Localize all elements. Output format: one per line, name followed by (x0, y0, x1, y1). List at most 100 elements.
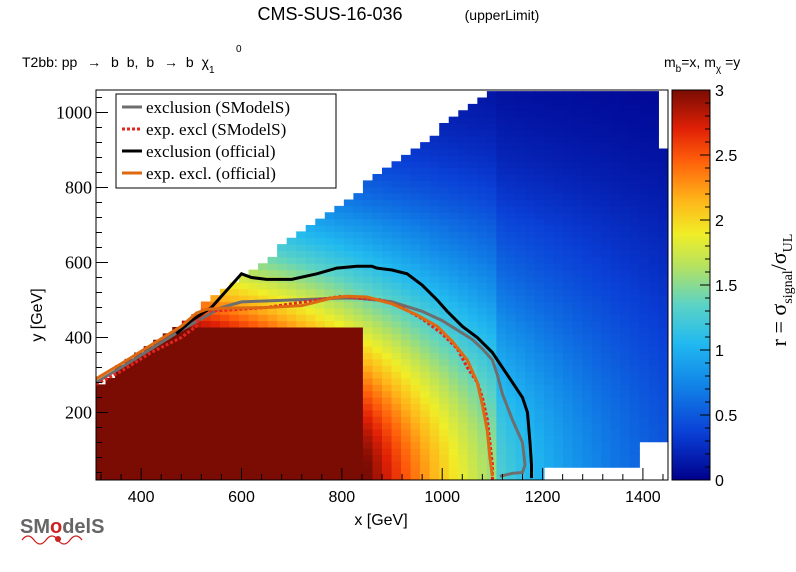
heatmap-cell (429, 218, 440, 226)
heatmap-cell (591, 429, 602, 436)
heatmap-cell (525, 237, 536, 245)
heatmap-cell (525, 116, 536, 124)
heatmap-cell (372, 174, 383, 181)
heatmap-cell (124, 441, 135, 449)
heatmap-cell (610, 205, 621, 213)
heatmap-cell (353, 460, 364, 468)
heatmap-cell (439, 460, 450, 468)
heatmap-cell (429, 148, 440, 156)
heatmap-cell (544, 91, 555, 99)
heatmap-cell (525, 365, 536, 373)
heatmap-cell (343, 365, 354, 373)
heatmap-cell (410, 327, 421, 334)
heatmap-cell (639, 263, 650, 271)
heatmap-cell (534, 435, 545, 443)
heatmap-cell (601, 429, 612, 436)
heatmap-cell (601, 250, 612, 258)
heatmap-cell (219, 365, 230, 373)
heatmap-cell (658, 339, 668, 347)
heatmap-cell (305, 314, 316, 322)
heatmap-cell (515, 282, 526, 290)
heatmap-cell (362, 467, 373, 475)
heatmap-cell (629, 397, 640, 405)
heatmap-cell (200, 352, 211, 360)
heatmap-cell (629, 371, 640, 379)
heatmap-cell (210, 448, 221, 456)
heatmap-cell (324, 282, 335, 290)
heatmap-cell (648, 103, 659, 111)
heatmap-cell (629, 97, 640, 105)
heatmap-cell (248, 429, 259, 436)
heatmap-cell (248, 454, 259, 462)
heatmap-cell (334, 327, 345, 334)
heatmap-cell (315, 218, 326, 226)
heatmap-cell (648, 358, 659, 366)
heatmap-cell (582, 358, 593, 366)
heatmap-cell (324, 416, 335, 424)
heatmap-cell (439, 295, 450, 303)
heatmap-cell (525, 333, 536, 341)
heatmap-cell (629, 116, 640, 124)
heatmap-cell (181, 327, 192, 334)
heatmap-cell (429, 307, 440, 315)
heatmap-cell (429, 473, 440, 480)
heatmap-cell (515, 371, 526, 379)
heatmap-cell (362, 186, 373, 194)
heatmap-cell (486, 371, 497, 379)
heatmap-cell (143, 403, 154, 411)
heatmap-cell (629, 390, 640, 398)
heatmap-cell (515, 422, 526, 430)
heatmap-cell (96, 460, 107, 468)
heatmap-cell (134, 467, 145, 475)
heatmap-cell (324, 435, 335, 443)
heatmap-cell (591, 454, 602, 462)
heatmap-cell (448, 250, 459, 258)
heatmap-cell (467, 473, 478, 480)
heatmap-cell (239, 346, 250, 354)
heatmap-cell (620, 314, 631, 322)
heatmap-cell (382, 180, 393, 188)
heatmap-cell (410, 441, 421, 449)
heatmap-cell (544, 142, 555, 150)
heatmap-cell (448, 180, 459, 188)
heatmap-cell (391, 454, 402, 462)
heatmap-cell (629, 333, 640, 341)
heatmap-cell (610, 288, 621, 296)
heatmap-cell (591, 186, 602, 194)
heatmap-cell (591, 148, 602, 156)
heatmap-cell (372, 250, 383, 258)
heatmap-cell (448, 346, 459, 354)
heatmap-cell (448, 409, 459, 417)
heatmap-cell (505, 91, 516, 99)
heatmap-cell (486, 186, 497, 194)
heatmap-cell (239, 454, 250, 462)
heatmap-cell (362, 333, 373, 341)
heatmap-cell (477, 358, 488, 366)
heatmap-cell (601, 320, 612, 328)
heatmap-cell (372, 441, 383, 449)
heatmap-cell (658, 346, 668, 354)
heatmap-cell (525, 269, 536, 277)
heatmap-cell (334, 397, 345, 405)
heatmap-cell (96, 403, 107, 411)
heatmap-cell (505, 346, 516, 354)
heatmap-cell (477, 288, 488, 296)
heatmap-cell (591, 180, 602, 188)
heatmap-cell (563, 123, 574, 130)
heatmap-cell (525, 276, 536, 283)
heatmap-cell (553, 282, 564, 290)
heatmap-cell (143, 429, 154, 436)
heatmap-cell (229, 467, 240, 475)
heatmap-cell (124, 371, 135, 379)
heatmap-cell (467, 346, 478, 354)
heatmap-cell (648, 307, 659, 315)
heatmap-cell (505, 212, 516, 220)
heatmap-cell (448, 237, 459, 245)
heatmap-cell (382, 429, 393, 436)
heatmap-cell (372, 365, 383, 373)
heatmap-cell (258, 352, 269, 360)
heatmap-cell (372, 378, 383, 385)
heatmap-cell (610, 422, 621, 430)
heatmap-cell (467, 180, 478, 188)
heatmap-cell (258, 307, 269, 315)
